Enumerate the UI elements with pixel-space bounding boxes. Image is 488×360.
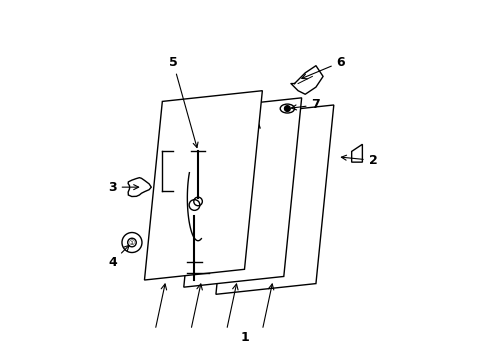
Polygon shape (144, 91, 262, 280)
Text: 5: 5 (168, 55, 198, 148)
Polygon shape (128, 178, 151, 197)
Text: ①: ① (128, 239, 135, 246)
Circle shape (284, 106, 290, 111)
Circle shape (122, 233, 142, 252)
Text: 1: 1 (240, 331, 248, 344)
Text: 6: 6 (301, 55, 345, 79)
Text: 4: 4 (108, 246, 129, 269)
Text: 7: 7 (291, 99, 320, 112)
Polygon shape (183, 98, 301, 287)
Polygon shape (351, 144, 362, 162)
Text: 2: 2 (341, 154, 377, 167)
Text: 3: 3 (108, 181, 139, 194)
